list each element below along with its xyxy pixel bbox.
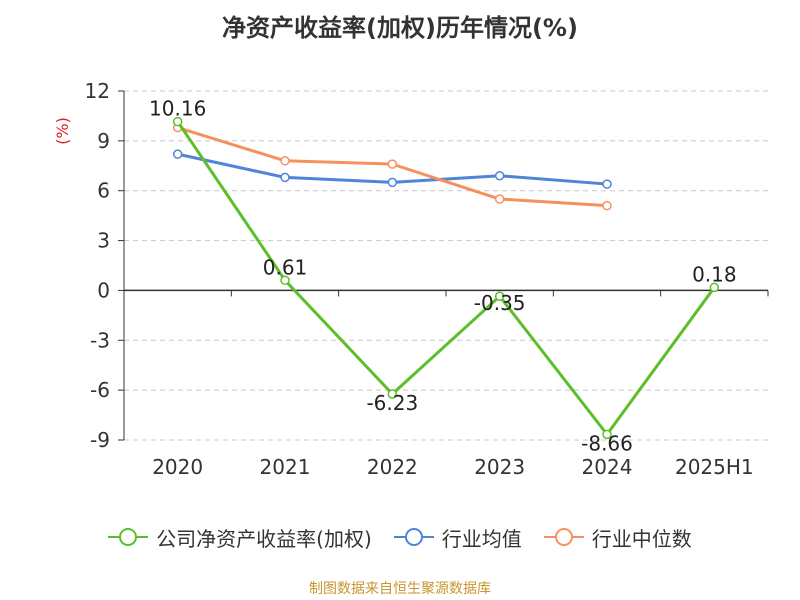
x-tick-label: 2024	[582, 455, 633, 479]
axes: 12 9 6 3 0 -3 -6 -9 (%) 2020 2021 2022 2023 2024 2025H…	[53, 79, 769, 479]
y-tick-label: -3	[90, 328, 110, 352]
data-point	[602, 200, 612, 211]
legend-label: 行业中位数	[591, 526, 692, 551]
series-line	[176, 120, 716, 436]
x-tick-label: 2020	[152, 455, 203, 479]
data-label: 10.16	[149, 97, 206, 121]
data-point	[172, 116, 183, 127]
data-labels: 10.16 0.61 -6.23 -0.35 -8.66 0.18	[149, 97, 737, 456]
data-point	[172, 149, 183, 159]
data-label: -8.66	[581, 431, 633, 455]
grid-lines	[124, 90, 768, 441]
x-tick-label: 2022	[367, 455, 418, 479]
data-label: 0.18	[692, 262, 737, 286]
legend-item-industry-median[interactable]: 行业中位数	[543, 523, 692, 552]
y-tick-label: 0	[97, 278, 110, 302]
legend-label: 行业均值	[441, 526, 522, 551]
data-point	[494, 291, 505, 301]
data-point	[280, 156, 290, 166]
data-point	[602, 429, 612, 440]
data-label: -0.35	[474, 291, 526, 315]
x-tick-label: 2023	[474, 455, 525, 479]
series-lines	[172, 116, 720, 440]
data-point	[494, 194, 505, 204]
data-label: 0.61	[263, 255, 308, 279]
y-tick-label: -9	[90, 428, 110, 452]
legend-item-industry-mean[interactable]: 行业均值	[393, 523, 522, 552]
y-tick-label: -6	[90, 378, 110, 402]
data-point	[709, 282, 720, 293]
y-tick-label: 9	[97, 129, 110, 153]
data-point	[280, 275, 290, 286]
x-tick-label: 2025H1	[675, 455, 754, 479]
legend-line-circle-icon	[393, 528, 434, 546]
legend-label: 公司净资产收益率(加权)	[156, 526, 372, 551]
data-label: -6.23	[366, 391, 418, 415]
source-note: 制图数据来自恒生聚源数据库	[309, 581, 491, 597]
legend-item-company[interactable]: 公司净资产收益率(加权)	[108, 523, 372, 552]
x-tick-label: 2021	[260, 455, 311, 479]
data-point	[494, 171, 505, 181]
legend-line-circle-icon	[108, 528, 149, 546]
y-axis-label: (%)	[53, 117, 72, 145]
data-point	[602, 179, 612, 189]
y-tick-label: 6	[97, 179, 110, 203]
data-point	[387, 177, 398, 188]
data-point	[387, 159, 398, 169]
chart-title: 净资产收益率(加权)历年情况(%)	[222, 14, 578, 42]
data-point	[387, 389, 398, 399]
legend-line-circle-icon	[543, 528, 584, 546]
data-point	[280, 172, 290, 183]
legend: 公司净资产收益率(加权) 行业均值 行业中位数	[0, 520, 800, 554]
y-tick-label: 12	[85, 79, 110, 103]
y-tick-label: 3	[97, 229, 110, 253]
